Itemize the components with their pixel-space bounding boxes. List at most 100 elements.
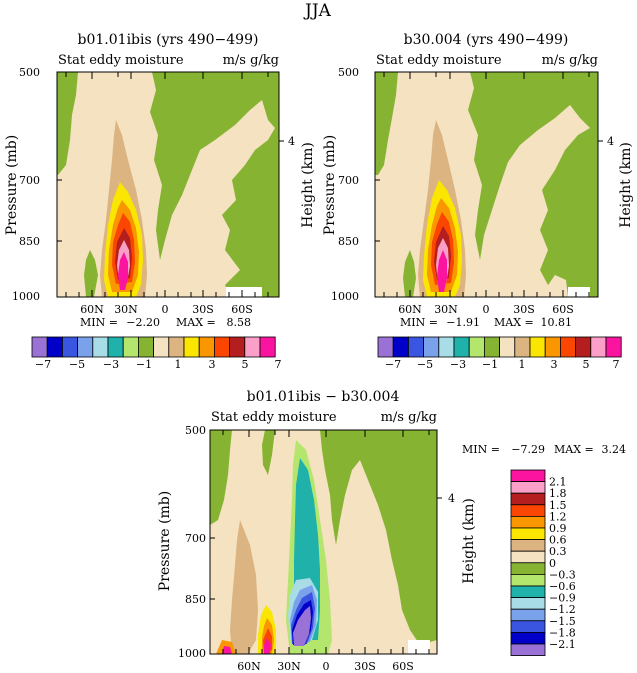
panel-2: b30.004 (yrs 490−499) Stat eddy moisture…	[322, 32, 634, 371]
panel-1-y-tick-850: 850	[19, 235, 40, 248]
panel-3-colorbar-label-1: 1.8	[549, 487, 567, 500]
panel-3-colorbar-label-2: 1.5	[549, 499, 567, 512]
panel-3-colorbar-swatch-12	[510, 608, 546, 622]
panel-2-colorbar-swatch-3	[423, 336, 440, 358]
panel-1-minmax: MIN = −2.20 MAX = 8.58	[80, 316, 251, 329]
panel-2-colorbar-swatch-8	[499, 336, 516, 358]
panel-3-contour-magenta-lobe	[264, 638, 271, 654]
panel-2-colorbar-swatch-15	[605, 336, 622, 358]
panel-1-ylabel-right: Height (km)	[300, 142, 316, 228]
page-title: JJA	[303, 1, 332, 21]
panel-3-colorbar-swatch-10	[510, 585, 546, 599]
panel-3-minmax: MIN = −7.29 MAX = 3.24	[462, 443, 626, 456]
panel-1-cbar-label-neg1: −1	[136, 358, 152, 371]
panel-2-colorbar-swatch-13	[575, 336, 592, 358]
panel-2-right-tick-label: 4	[607, 135, 614, 148]
panel-1-min-label: MIN =	[80, 316, 118, 329]
panel-1-colorbar-swatch-10	[183, 336, 200, 358]
panel-2-x-tick-60n: 60N	[398, 303, 422, 316]
panel-2-colorbar	[377, 336, 622, 358]
panel-3-colorbar	[510, 469, 546, 657]
panel-2-cbar-label-1: 1	[519, 358, 526, 371]
panel-2-x-tick-0: 0	[483, 303, 490, 316]
panel-3-contour-purple	[293, 606, 311, 646]
panel-2-colorbar-swatch-11	[544, 336, 561, 358]
panel-3-max-value: 3.24	[602, 443, 627, 456]
panel-1-y-tick-500: 500	[19, 66, 40, 79]
panel-2-cbar-label-neg7: −7	[385, 358, 401, 371]
panel-3-x-tick-60s: 60S	[392, 660, 414, 673]
panel-2-max-label: MAX =	[494, 316, 534, 329]
panel-2-ylabel-right: Height (km)	[618, 142, 634, 228]
panel-1-cbar-label-neg5: −5	[69, 358, 85, 371]
panel-3-min-value: −7.29	[511, 443, 545, 456]
panel-3-colorbar-swatch-2	[510, 492, 546, 506]
panel-1-colorbar-swatch-9	[168, 336, 185, 358]
panel-1-ylabel: Pressure (mb)	[4, 135, 20, 235]
panel-3-ylabel-right: Height (km)	[461, 498, 477, 584]
panel-3-colorbar-label-8: −0.3	[549, 568, 576, 581]
panel-1-cbar-label-neg3: −3	[103, 358, 119, 371]
panel-1-subtitle-right: m/s g/kg	[223, 53, 279, 68]
panel-1-y-tick-labels: 500 700 850 1000	[12, 66, 40, 303]
panel-2-title: b30.004 (yrs 490−499)	[404, 32, 569, 48]
panel-1-x-tick-30s: 30S	[192, 303, 214, 316]
panel-2-contour-green-patch	[403, 250, 416, 297]
panel-3-y-tick-850: 850	[185, 593, 206, 606]
panel-2-colorbar-swatch-7	[483, 336, 500, 358]
panel-1-colorbar-swatch-6	[122, 336, 139, 358]
panel-2-x-ticks	[383, 72, 590, 297]
panel-3-ylabel: Pressure (mb)	[157, 491, 173, 591]
panel-3-field	[210, 430, 437, 654]
panel-2-cbar-label-neg1: −1	[482, 358, 498, 371]
panel-2-x-tick-60s: 60S	[552, 303, 574, 316]
panel-3-colorbar-label-10: −0.9	[549, 592, 576, 605]
panel-3-colorbar-swatch-3	[510, 504, 546, 517]
panel-2-colorbar-swatch-2	[407, 336, 424, 358]
panel-1-colorbar-swatch-5	[107, 336, 124, 358]
panel-3-colorbar-swatch-8	[510, 562, 546, 575]
panel-1-cbar-label-7: 7	[275, 358, 282, 371]
panel-2-colorbar-swatch-6	[468, 336, 485, 358]
panel-1-contour-green-west	[57, 72, 78, 175]
panel-1-cbar-label-neg7: −7	[35, 358, 51, 371]
panel-2-y-ticks	[375, 179, 380, 242]
panel-1-y-ticks	[57, 179, 62, 242]
panel-3-title: b01.01ibis − b30.004	[247, 389, 400, 405]
panel-1-cbar-label-3: 3	[209, 358, 216, 371]
panel-2-colorbar-swatch-5	[453, 336, 470, 358]
panel-2-colorbar-swatch-9	[514, 336, 531, 358]
panel-1-colorbar-swatch-13	[229, 336, 246, 358]
panel-2-cbar-label-3: 3	[551, 358, 558, 371]
panel-3-max-label: MAX =	[554, 443, 594, 456]
panel-3-colorbar-swatch-1	[510, 481, 546, 494]
panel-3-colorbar-swatch-14	[510, 632, 546, 645]
panel-1-title: b01.01ibis (yrs 490−499)	[78, 32, 259, 48]
panel-1-missing-data	[226, 287, 262, 297]
panel-3-subtitle-left: Stat eddy moisture	[211, 410, 337, 425]
panel-3-colorbar-swatch-5	[510, 527, 546, 541]
panel-2-y-tick-labels: 500 700 850 1000	[331, 66, 359, 303]
panel-3-colorbar-swatch-0	[510, 469, 546, 483]
panel-3-colorbar-label-14: −2.1	[549, 638, 576, 651]
panel-3-y-tick-1000: 1000	[178, 647, 206, 660]
panel-3-x-tick-30s: 30S	[354, 660, 376, 673]
panel-1-max-label: MAX =	[176, 316, 216, 329]
panel-1-colorbar-swatch-11	[198, 336, 215, 358]
panel-2-contour-green-east	[468, 72, 598, 297]
panel-2-contour-green-west	[375, 72, 398, 175]
panel-1-colorbar-swatch-0	[31, 336, 48, 358]
panel-3-colorbar-label-3: 1.2	[549, 510, 567, 523]
panel-2-colorbar-swatch-12	[560, 336, 577, 358]
panel-1-y-tick-1000: 1000	[12, 290, 40, 303]
panel-2-cbar-label-neg5: −5	[417, 358, 433, 371]
panel-3-colorbar-label-6: 0.3	[549, 545, 567, 558]
panel-3-contour-green-west	[210, 430, 232, 525]
panel-2-colorbar-swatch-4	[438, 336, 455, 358]
panel-3-colorbar-label-9: −0.6	[549, 580, 576, 593]
panel-3-y-tick-500: 500	[185, 424, 206, 437]
panel-3-min-label: MIN =	[462, 443, 500, 456]
panel-3-colorbar-swatch-9	[510, 574, 546, 587]
panel-1-x-tick-60s: 60S	[231, 303, 253, 316]
